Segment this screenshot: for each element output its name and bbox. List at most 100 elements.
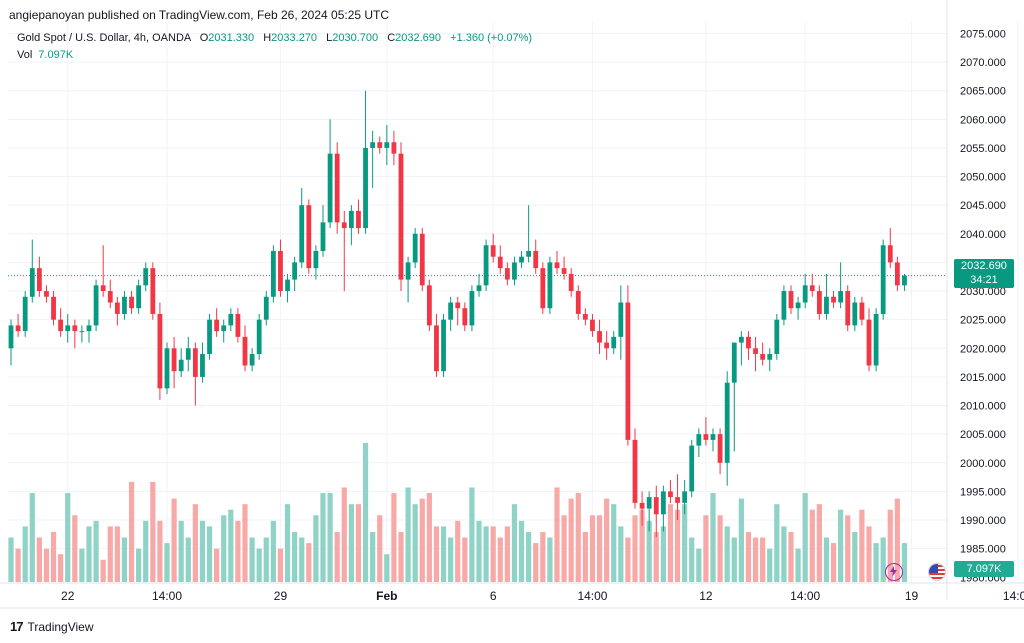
footer-branding[interactable]: 17 TradingView [10, 619, 94, 634]
high-value: 2033.270 [271, 32, 318, 44]
candle-body [632, 439, 638, 503]
candle-body [781, 291, 787, 320]
candle [164, 342, 170, 395]
x-tick-label: 6 [490, 589, 497, 603]
candle [377, 136, 383, 154]
candle-body [724, 382, 730, 463]
candle-body [880, 245, 886, 314]
candle [476, 273, 482, 297]
x-tick-label: 14:00 [790, 589, 820, 603]
candle [575, 285, 581, 320]
candle-body [597, 331, 602, 343]
candle-body [51, 296, 56, 320]
y-tick-label: 2010.000 [960, 401, 1006, 413]
candle-body [568, 273, 574, 292]
candle [717, 428, 723, 475]
volume-badge: 7.097K [954, 561, 1014, 577]
candle [894, 256, 900, 292]
candle-body [731, 342, 737, 383]
candle [412, 228, 418, 269]
candle-body [689, 445, 695, 492]
candle-body [313, 250, 319, 269]
candle [490, 233, 496, 263]
last-price-badge: 2032.690 34:21 [954, 259, 1014, 288]
volume-bar [58, 554, 64, 582]
candle [36, 256, 42, 297]
candle [582, 308, 588, 326]
candle-body [221, 325, 227, 332]
candle [306, 199, 312, 274]
candle [738, 331, 744, 366]
volume-bar [185, 537, 191, 582]
candle [65, 313, 71, 343]
candle-body [625, 302, 631, 440]
volume-bar [731, 537, 737, 582]
volume-bar [745, 531, 752, 582]
candle-body [348, 210, 354, 229]
candle-body [129, 296, 134, 309]
candle [703, 416, 709, 446]
candle [902, 273, 907, 292]
y-tick-label: 2060.000 [960, 114, 1006, 126]
volume-bar [50, 531, 57, 582]
volume-bar [100, 559, 106, 582]
candle [334, 142, 340, 234]
volume-bar [674, 509, 681, 582]
candles [8, 90, 907, 538]
candle-body [242, 336, 248, 366]
volume-bar [894, 498, 900, 582]
volume-bar [901, 543, 908, 582]
candle-body [434, 325, 439, 372]
candle [93, 279, 99, 332]
volume-bar [866, 526, 872, 582]
volume-legend: Vol 7.097K [17, 49, 73, 61]
candle [256, 313, 262, 360]
candle-body [384, 142, 390, 148]
candle-body [767, 354, 773, 360]
candle-body [8, 325, 14, 349]
candle-body [618, 302, 624, 337]
candle [802, 273, 808, 309]
volume-bar [249, 537, 255, 582]
candle [122, 291, 127, 320]
candle [455, 296, 461, 326]
candle [44, 285, 49, 303]
flag-glyph [929, 564, 945, 580]
candle-body [263, 296, 269, 320]
candle-body [774, 319, 780, 355]
volume-bar [355, 504, 362, 582]
volume-bar [348, 504, 354, 582]
volume-bar [228, 509, 234, 582]
candle-body [753, 348, 758, 355]
candle-body [143, 268, 149, 286]
candle-body [639, 502, 645, 509]
volume-bar [540, 531, 546, 582]
volume-bar [72, 515, 78, 582]
candle [760, 342, 766, 366]
volume-bar [136, 548, 142, 582]
volume-bar [214, 548, 220, 582]
candle [341, 210, 347, 292]
candle-body [809, 285, 815, 292]
candle-body [838, 291, 844, 303]
volume-bar [157, 520, 163, 582]
grid [8, 22, 1019, 583]
us-flag-icon[interactable] [928, 563, 946, 581]
candle [157, 302, 163, 400]
candle-body [746, 336, 751, 349]
candle-body [710, 434, 716, 440]
candle [660, 485, 666, 532]
candle-body [788, 291, 794, 309]
volume-bar [334, 531, 340, 582]
volume-bar [114, 526, 120, 582]
volume-bar [292, 531, 298, 582]
lightning-icon[interactable] [885, 563, 903, 581]
candle [653, 485, 659, 538]
candle [753, 336, 758, 372]
volume-bar [533, 543, 539, 582]
volume-bar [660, 526, 666, 582]
volume-bar [710, 493, 716, 582]
volume-bar [362, 443, 369, 582]
volume-bar [838, 509, 844, 582]
